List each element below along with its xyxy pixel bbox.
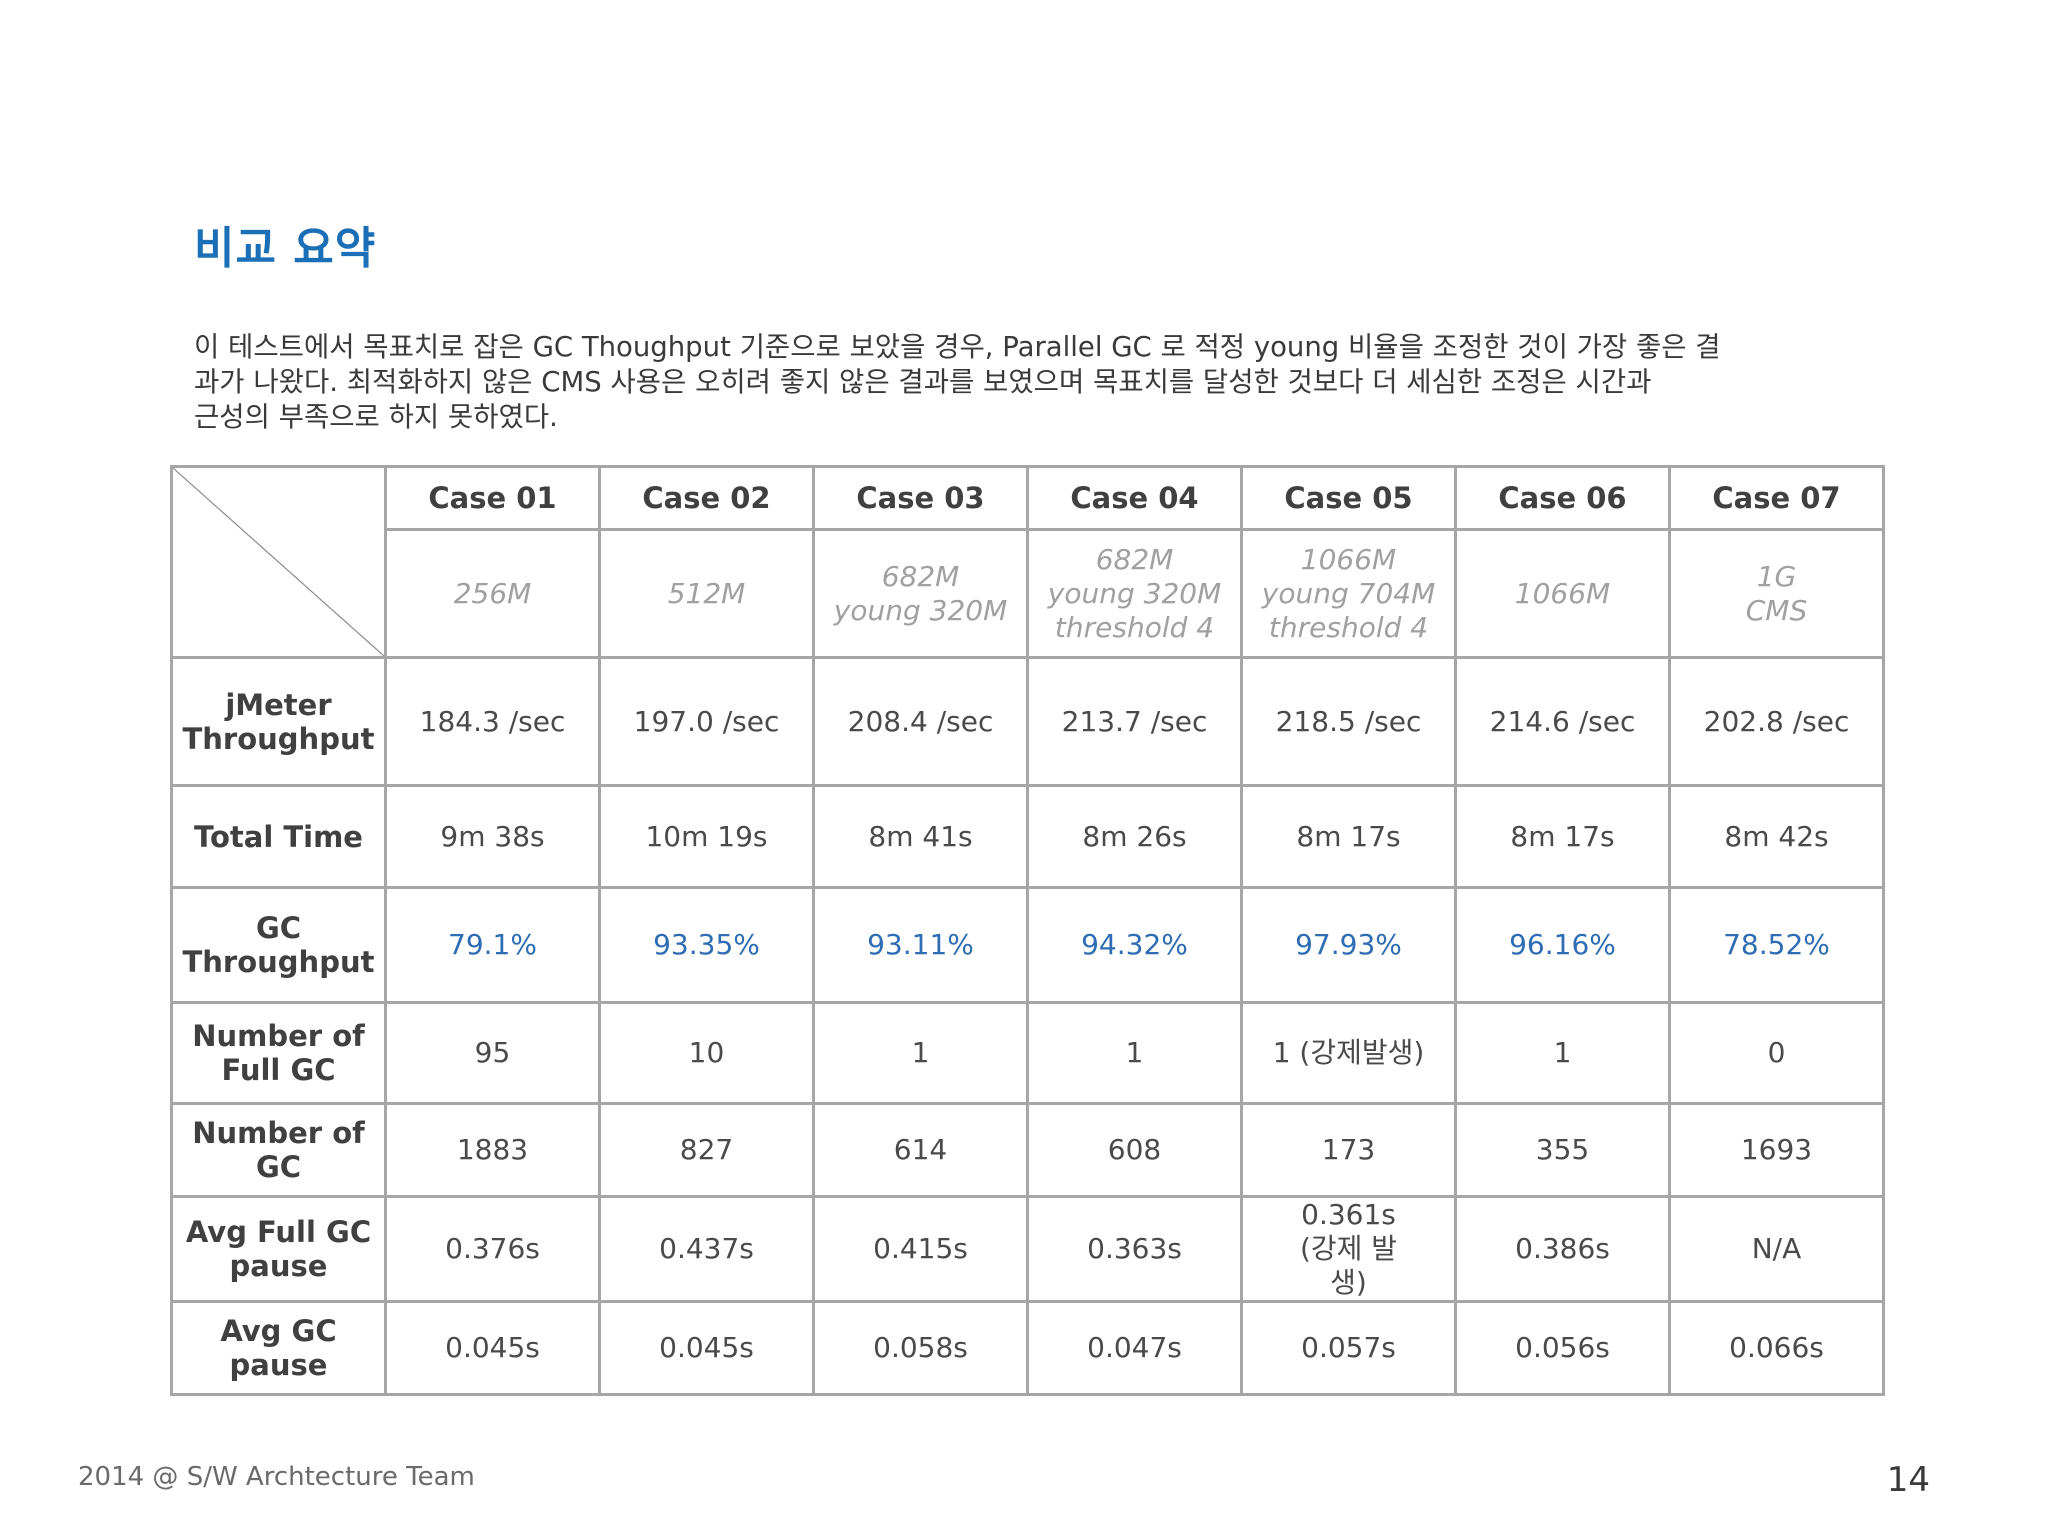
case-config: 1066M [1454, 528, 1671, 659]
case-header: Case 03 [812, 465, 1029, 531]
table-cell: 0.363s [1026, 1195, 1243, 1303]
table-cell: 93.11% [812, 886, 1029, 1004]
table-row: jMeter Throughput 184.3 /sec 197.0 /sec … [170, 656, 1885, 787]
table-cell: 0 [1668, 1001, 1885, 1105]
table-cell: 184.3 /sec [384, 656, 601, 787]
table-cell: 0.361s (강제 발생) [1240, 1195, 1457, 1303]
table-cell: 94.32% [1026, 886, 1243, 1004]
summary-line: 이 테스트에서 목표치로 잡은 GC Thoughput 기준으로 보았을 경우… [194, 331, 1721, 363]
table-cell: 0.058s [812, 1300, 1029, 1396]
table-row: Total Time 9m 38s 10m 19s 8m 41s 8m 26s … [170, 784, 1885, 889]
table-cell: 95 [384, 1001, 601, 1105]
table-cell: 10 [598, 1001, 815, 1105]
table-cell: 1693 [1668, 1102, 1885, 1198]
table-cell: N/A [1668, 1195, 1885, 1303]
table-cell: 0.415s [812, 1195, 1029, 1303]
table-cell: 0.045s [384, 1300, 601, 1396]
table-cell: 0.045s [598, 1300, 815, 1396]
table-cell: 202.8 /sec [1668, 656, 1885, 787]
table-cell: 96.16% [1454, 886, 1671, 1004]
table-row: Number of Full GC 95 10 1 1 1 (강제발생) 1 0 [170, 1001, 1885, 1105]
table-cell: 78.52% [1668, 886, 1885, 1004]
summary-text: 이 테스트에서 목표치로 잡은 GC Thoughput 기준으로 보았을 경우… [194, 330, 1874, 435]
table-corner-cell [170, 465, 387, 659]
row-label: GC Throughput [170, 886, 387, 1004]
table-cell: 97.93% [1240, 886, 1457, 1004]
row-label: Avg Full GC pause [170, 1195, 387, 1303]
table-row: Avg GC pause 0.045s 0.045s 0.058s 0.047s… [170, 1300, 1885, 1396]
case-config: 682M young 320M threshold 4 [1026, 528, 1243, 659]
case-header: Case 07 [1668, 465, 1885, 531]
table-cell: 93.35% [598, 886, 815, 1004]
table-cell: 0.057s [1240, 1300, 1457, 1396]
table-cell: 214.6 /sec [1454, 656, 1671, 787]
table-config-row: 256M 512M 682M young 320M 682M young 320… [172, 528, 1885, 659]
table-cell: 1 (강제발생) [1240, 1001, 1457, 1105]
diagonal-line [173, 468, 384, 656]
table-cell: 8m 26s [1026, 784, 1243, 889]
table-cell: 9m 38s [384, 784, 601, 889]
case-header: Case 04 [1026, 465, 1243, 531]
table-cell: 614 [812, 1102, 1029, 1198]
case-header: Case 05 [1240, 465, 1457, 531]
table-cell: 0.386s [1454, 1195, 1671, 1303]
case-config: 1066M young 704M threshold 4 [1240, 528, 1457, 659]
case-header: Case 06 [1454, 465, 1671, 531]
table-cell: 8m 17s [1240, 784, 1457, 889]
table-cell: 355 [1454, 1102, 1671, 1198]
table-cell: 10m 19s [598, 784, 815, 889]
table-cell: 8m 42s [1668, 784, 1885, 889]
case-config: 1G CMS [1668, 528, 1885, 659]
row-label: Number of GC [170, 1102, 387, 1198]
table-cell: 0.047s [1026, 1300, 1243, 1396]
table-cell: 608 [1026, 1102, 1243, 1198]
table-cell: 173 [1240, 1102, 1457, 1198]
case-config: 682M young 320M [812, 528, 1029, 659]
table-cell: 1 [1026, 1001, 1243, 1105]
table-cell: 197.0 /sec [598, 656, 815, 787]
table-cell: 8m 41s [812, 784, 1029, 889]
table-header-row: Case 01 Case 02 Case 03 Case 04 Case 05 … [170, 465, 1885, 659]
case-header: Case 01 [384, 465, 601, 531]
table-row: GC Throughput 79.1% 93.35% 93.11% 94.32%… [170, 886, 1885, 1004]
table-row: Number of GC 1883 827 614 608 173 355 16… [170, 1102, 1885, 1198]
table-cell: 1 [812, 1001, 1029, 1105]
table-cell: 0.056s [1454, 1300, 1671, 1396]
table-row: Avg Full GC pause 0.376s 0.437s 0.415s 0… [170, 1195, 1885, 1303]
table-cell: 8m 17s [1454, 784, 1671, 889]
table-cell: 213.7 /sec [1026, 656, 1243, 787]
table-cell: 208.4 /sec [812, 656, 1029, 787]
comparison-table: Case 01 Case 02 Case 03 Case 04 Case 05 … [170, 465, 1885, 1396]
table-cell: 1 [1454, 1001, 1671, 1105]
row-label: Number of Full GC [170, 1001, 387, 1105]
table-cell: 827 [598, 1102, 815, 1198]
case-header: Case 02 [598, 465, 815, 531]
table-cell: 79.1% [384, 886, 601, 1004]
row-label: Avg GC pause [170, 1300, 387, 1396]
table-cell: 1883 [384, 1102, 601, 1198]
summary-line: 과가 나왔다. 최적화하지 않은 CMS 사용은 오히려 좋지 않은 결과를 보… [194, 366, 1652, 398]
row-label: jMeter Throughput [170, 656, 387, 787]
summary-line: 근성의 부족으로 하지 못하였다. [194, 401, 558, 433]
table-cell: 0.376s [384, 1195, 601, 1303]
page-number: 14 [1886, 1460, 1930, 1500]
row-label: Total Time [170, 784, 387, 889]
table-cell: 0.066s [1668, 1300, 1885, 1396]
case-config: 256M [384, 528, 601, 659]
footer-text: 2014 @ S/W Archtecture Team [78, 1462, 475, 1492]
slide-title: 비교 요약 [194, 223, 377, 274]
table-cell: 218.5 /sec [1240, 656, 1457, 787]
case-config: 512M [598, 528, 815, 659]
table-cell: 0.437s [598, 1195, 815, 1303]
